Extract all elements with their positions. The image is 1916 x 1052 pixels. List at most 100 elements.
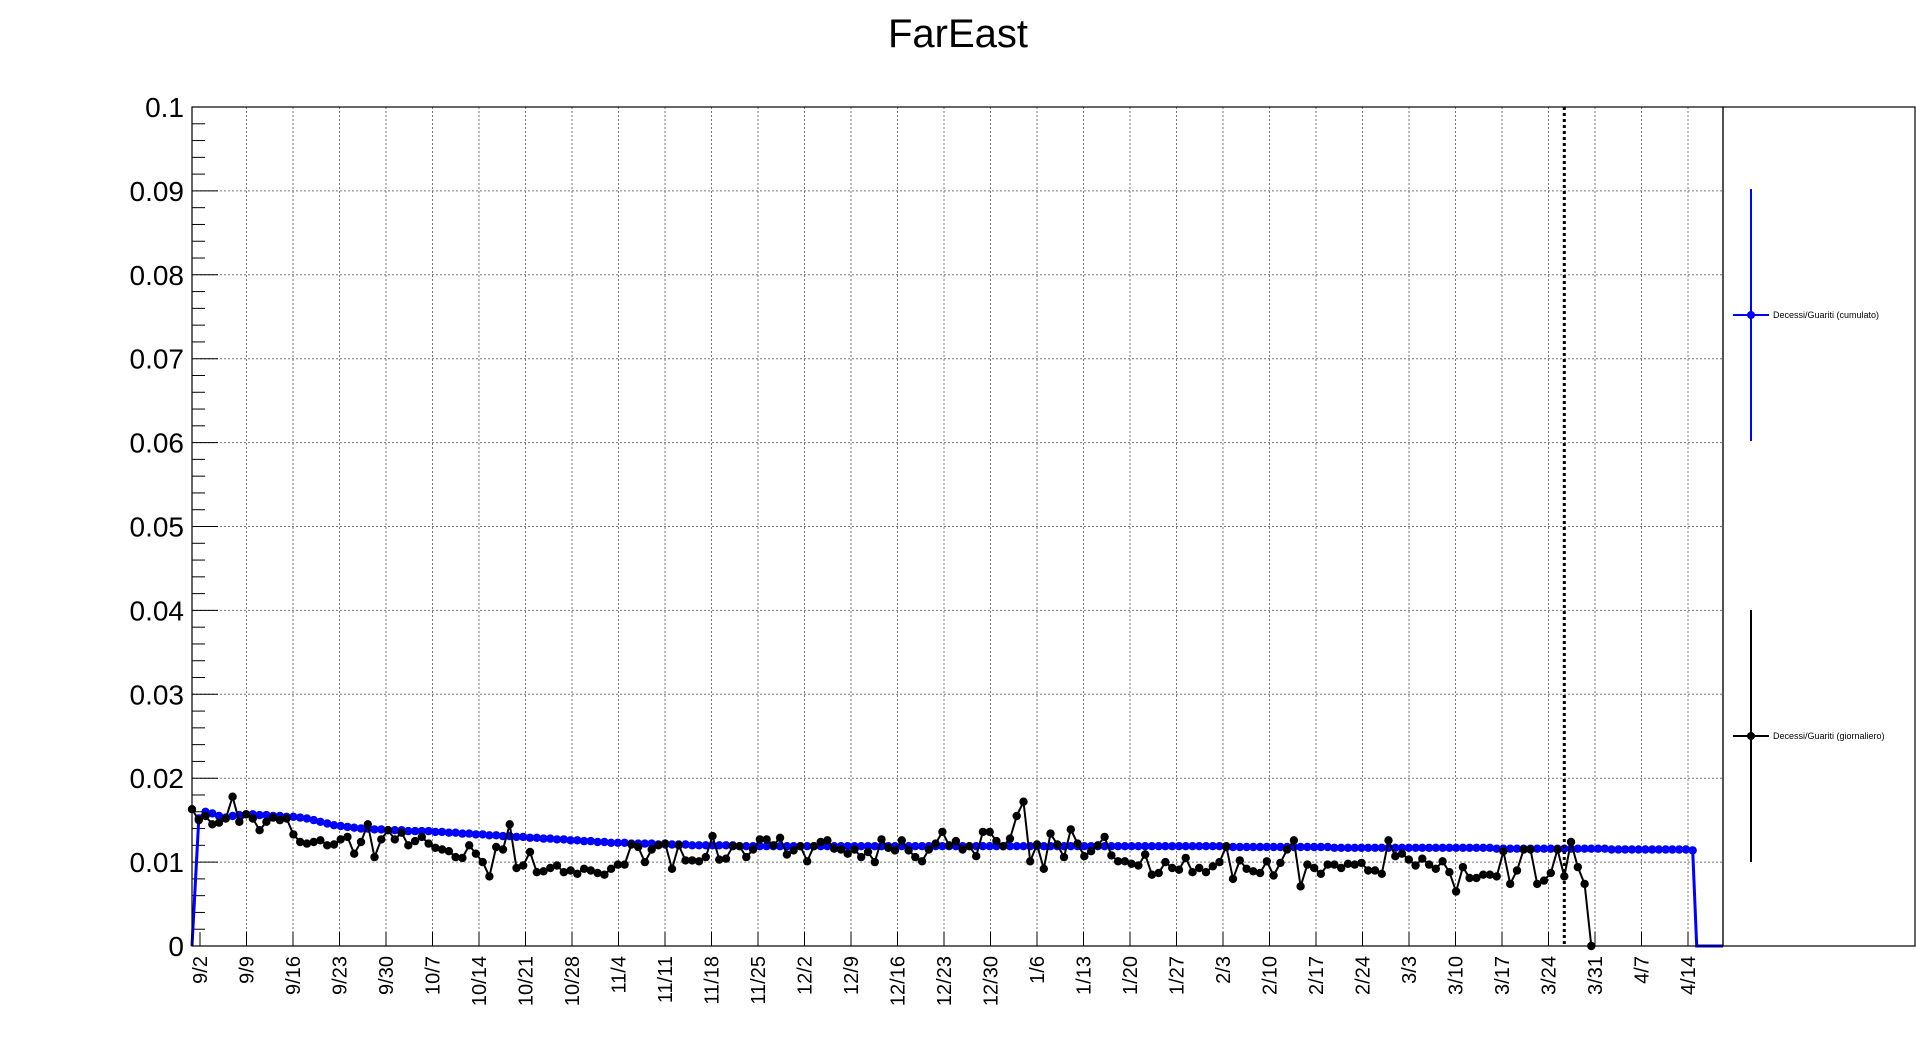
x-tick-label: 1/20	[1120, 956, 1142, 995]
data-point	[410, 836, 420, 846]
data-point	[390, 835, 399, 844]
data-point	[803, 857, 812, 866]
data-point	[1519, 845, 1528, 854]
data-point	[1242, 842, 1251, 852]
data-point	[1323, 842, 1332, 852]
x-tick-label: 4/14	[1678, 956, 1700, 995]
x-tick-label: 9/23	[330, 956, 352, 995]
y-axis-ticks: 0 0.01 0.02 0.03 0.04 0.05 0.06 0.07 0.08 0.09 0.1	[130, 92, 218, 962]
data-point	[1438, 857, 1447, 866]
data-point	[404, 841, 413, 850]
data-point	[1181, 842, 1190, 851]
data-point	[1641, 845, 1650, 854]
data-point	[1168, 863, 1177, 873]
x-tick-label: 3/24	[1539, 956, 1561, 995]
data-point	[1005, 834, 1015, 843]
data-point	[1120, 857, 1130, 866]
data-point	[593, 868, 602, 878]
data-point	[437, 845, 447, 854]
data-point	[1539, 876, 1549, 885]
data-point	[505, 820, 514, 829]
data-point	[309, 837, 318, 847]
data-point	[532, 833, 541, 842]
data-point	[1370, 866, 1380, 875]
data-point	[1370, 843, 1380, 852]
data-point	[1364, 866, 1373, 875]
x-tick-label: 11/25	[748, 956, 770, 1005]
data-point	[208, 820, 217, 829]
x-tick-label: 12/23	[934, 956, 956, 1006]
data-point	[546, 863, 555, 873]
data-point	[404, 826, 413, 836]
data-point	[356, 837, 366, 847]
data-point	[904, 846, 913, 855]
data-point	[1323, 860, 1332, 869]
data-point	[579, 864, 589, 873]
data-point	[1012, 842, 1021, 851]
data-point	[1465, 873, 1474, 883]
data-point	[1201, 842, 1211, 851]
data-point	[512, 832, 521, 842]
data-point	[694, 841, 704, 850]
data-point	[1141, 850, 1150, 859]
x-tick-label: 3/10	[1446, 956, 1468, 995]
data-point	[296, 813, 305, 822]
data-point	[1053, 840, 1062, 849]
data-point	[816, 837, 825, 847]
data-point	[809, 842, 819, 851]
data-point	[329, 821, 339, 830]
y-tick-label: 0	[168, 931, 184, 962]
data-point	[1539, 844, 1549, 853]
data-point	[1404, 855, 1414, 864]
data-point	[782, 850, 792, 859]
data-point	[255, 810, 264, 820]
data-point	[978, 842, 988, 851]
chart-title: FarEast	[887, 12, 1029, 56]
data-point	[721, 841, 731, 850]
data-point	[1181, 853, 1190, 863]
data-point	[978, 827, 988, 837]
data-point	[1546, 868, 1556, 878]
data-point	[647, 839, 656, 848]
data-point	[289, 812, 298, 821]
data-point	[1127, 859, 1136, 868]
data-point	[275, 815, 285, 825]
data-point	[640, 839, 650, 848]
data-point	[329, 840, 339, 849]
data-point	[552, 861, 562, 870]
data-point	[634, 842, 643, 852]
data-point	[951, 836, 961, 846]
data-point	[1262, 842, 1272, 852]
data-point	[1573, 844, 1583, 853]
data-point	[803, 842, 812, 851]
data-point	[492, 831, 501, 840]
data-point	[1093, 841, 1103, 850]
data-point	[1113, 857, 1123, 866]
x-tick-label: 1/6	[1027, 956, 1049, 984]
data-point	[688, 856, 697, 865]
data-point	[1269, 842, 1278, 852]
data-point	[890, 846, 900, 855]
data-point	[715, 841, 724, 850]
data-point	[688, 841, 697, 850]
data-point	[1310, 863, 1319, 873]
x-tick-label: 2/17	[1306, 956, 1328, 995]
y-tick-label: 0.1	[145, 92, 184, 123]
data-point	[1573, 862, 1583, 872]
data-point	[1431, 864, 1441, 873]
data-point	[1249, 842, 1258, 852]
data-point	[194, 815, 203, 825]
data-point	[721, 854, 731, 863]
data-point	[478, 857, 487, 867]
data-point	[1303, 842, 1312, 852]
data-point	[1316, 842, 1326, 852]
data-point	[1384, 836, 1393, 845]
data-point	[296, 837, 305, 847]
data-point	[1343, 843, 1353, 852]
data-point	[1580, 879, 1589, 889]
data-point	[1668, 845, 1677, 854]
data-point	[1282, 845, 1292, 854]
data-point	[586, 836, 595, 846]
data-point	[431, 843, 440, 852]
data-point	[478, 830, 487, 839]
